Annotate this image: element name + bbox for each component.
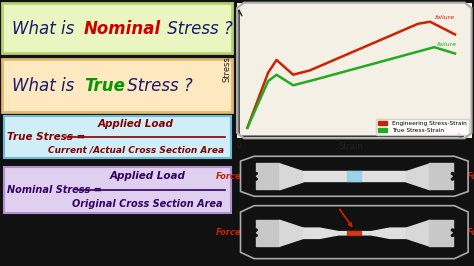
Text: Current /Actual Cross Section Area: Current /Actual Cross Section Area bbox=[48, 145, 224, 154]
FancyBboxPatch shape bbox=[3, 116, 231, 158]
Text: What is: What is bbox=[11, 20, 79, 38]
Text: Force: Force bbox=[467, 228, 474, 237]
Text: Neck Formation: Neck Formation bbox=[303, 195, 363, 226]
FancyBboxPatch shape bbox=[3, 167, 231, 213]
Text: Force: Force bbox=[216, 172, 242, 181]
Text: Nominal: Nominal bbox=[84, 20, 161, 38]
Text: Stress ?: Stress ? bbox=[122, 77, 192, 95]
Text: Strain: Strain bbox=[339, 142, 364, 151]
Text: Force: Force bbox=[467, 172, 474, 181]
Legend: Engineering Stress-Strain, True Stress-Strain: Engineering Stress-Strain, True Stress-S… bbox=[376, 119, 469, 135]
Text: Applied Load: Applied Load bbox=[98, 119, 173, 129]
Text: Stress: Stress bbox=[222, 56, 231, 82]
Text: 0: 0 bbox=[237, 142, 242, 151]
Text: Stress ?: Stress ? bbox=[162, 20, 233, 38]
FancyBboxPatch shape bbox=[2, 59, 232, 112]
Text: failure: failure bbox=[434, 15, 455, 20]
FancyBboxPatch shape bbox=[2, 3, 232, 53]
Text: True Stress =: True Stress = bbox=[7, 132, 85, 142]
Text: Nominal Stress =: Nominal Stress = bbox=[7, 185, 102, 195]
Text: failure: failure bbox=[437, 42, 456, 47]
Text: Force: Force bbox=[216, 228, 242, 237]
Text: Applied Load: Applied Load bbox=[109, 171, 185, 181]
Text: Original Cross Section Area: Original Cross Section Area bbox=[72, 199, 222, 209]
Text: True: True bbox=[84, 77, 125, 95]
Text: What is: What is bbox=[11, 77, 79, 95]
